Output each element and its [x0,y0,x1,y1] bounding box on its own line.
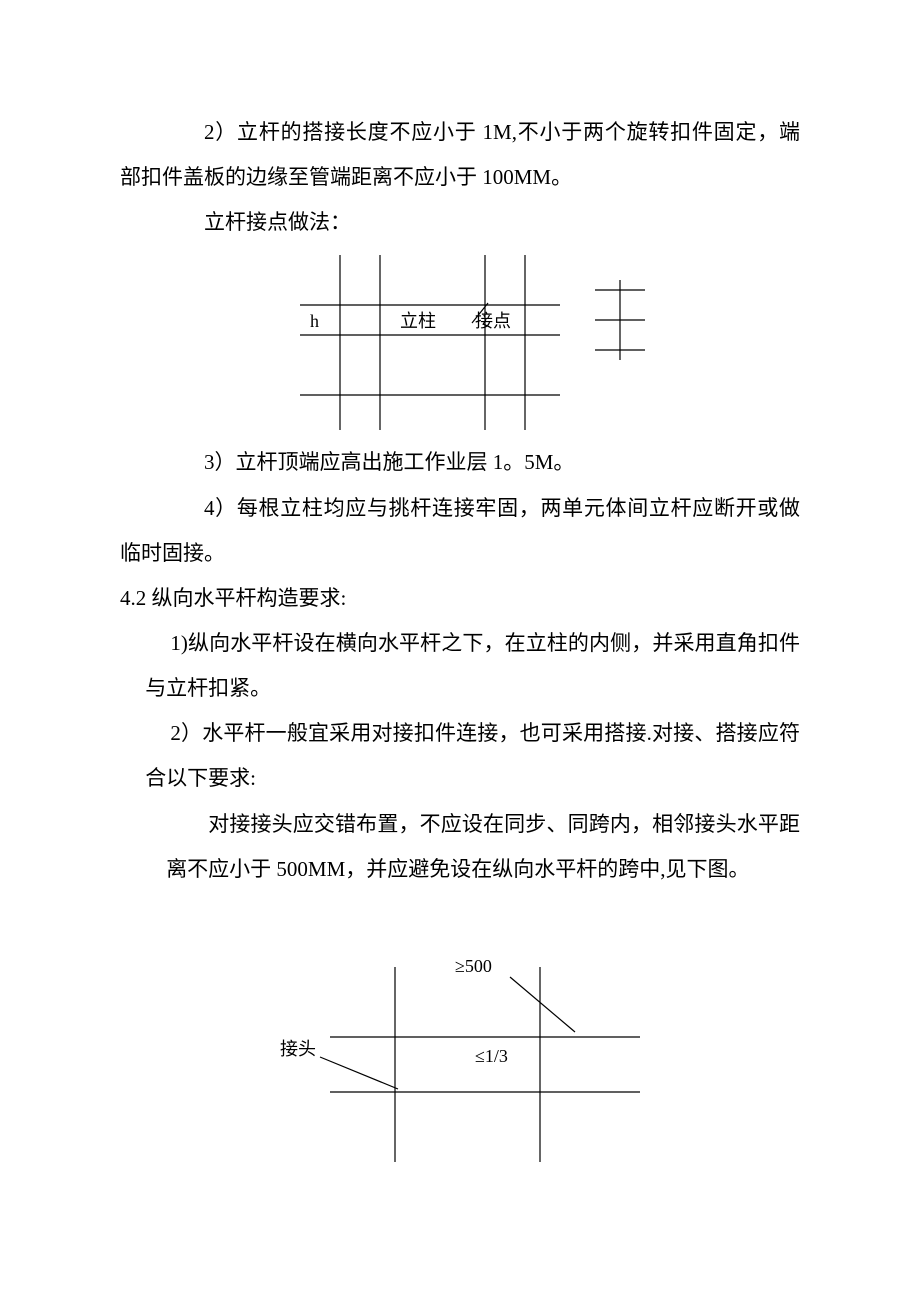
section-4-2: 4.2 纵向水平杆构造要求: [120,576,800,621]
d1-label-col: 立柱 [400,311,436,331]
section-4-2-1: 1)纵向水平杆设在横向水平杆之下，在立柱的内侧，并采用直角扣件与立杆扣紧。 [120,621,800,711]
d1-label-h: h [310,311,319,331]
paragraph-3: 3）立杆顶端应高出施工作业层 1。5M。 [120,440,800,485]
diagram-column-joint: h 立柱 接点 [250,245,670,440]
paragraph-4: 4）每根立柱均应与挑杆连接牢固，两单元体间立杆应断开或做临时固接。 [120,486,800,576]
d1-label-joint: 接点 [475,311,511,331]
paragraph-2: 2）立杆的搭接长度不应小于 1M,不小于两个旋转扣件固定，端部扣件盖板的边缘至管… [120,110,800,200]
diagram-horizontal-joint: ≥500 ≤1/3 接头 [220,917,700,1167]
d2-label-frac: ≤1/3 [475,1046,508,1066]
section-4-2-2: 2）水平杆一般宜采用对接扣件连接，也可采用搭接.对接、搭接应符合以下要求: [120,711,800,801]
section-4-2-2a: 对接接头应交错布置，不应设在同步、同跨内，相邻接头水平距离不应小于 500MM，… [120,802,800,892]
subtitle-joint-method: 立杆接点做法： [120,200,800,245]
d2-label-top: ≥500 [455,956,492,976]
d2-label-joint: 接头 [280,1039,316,1059]
